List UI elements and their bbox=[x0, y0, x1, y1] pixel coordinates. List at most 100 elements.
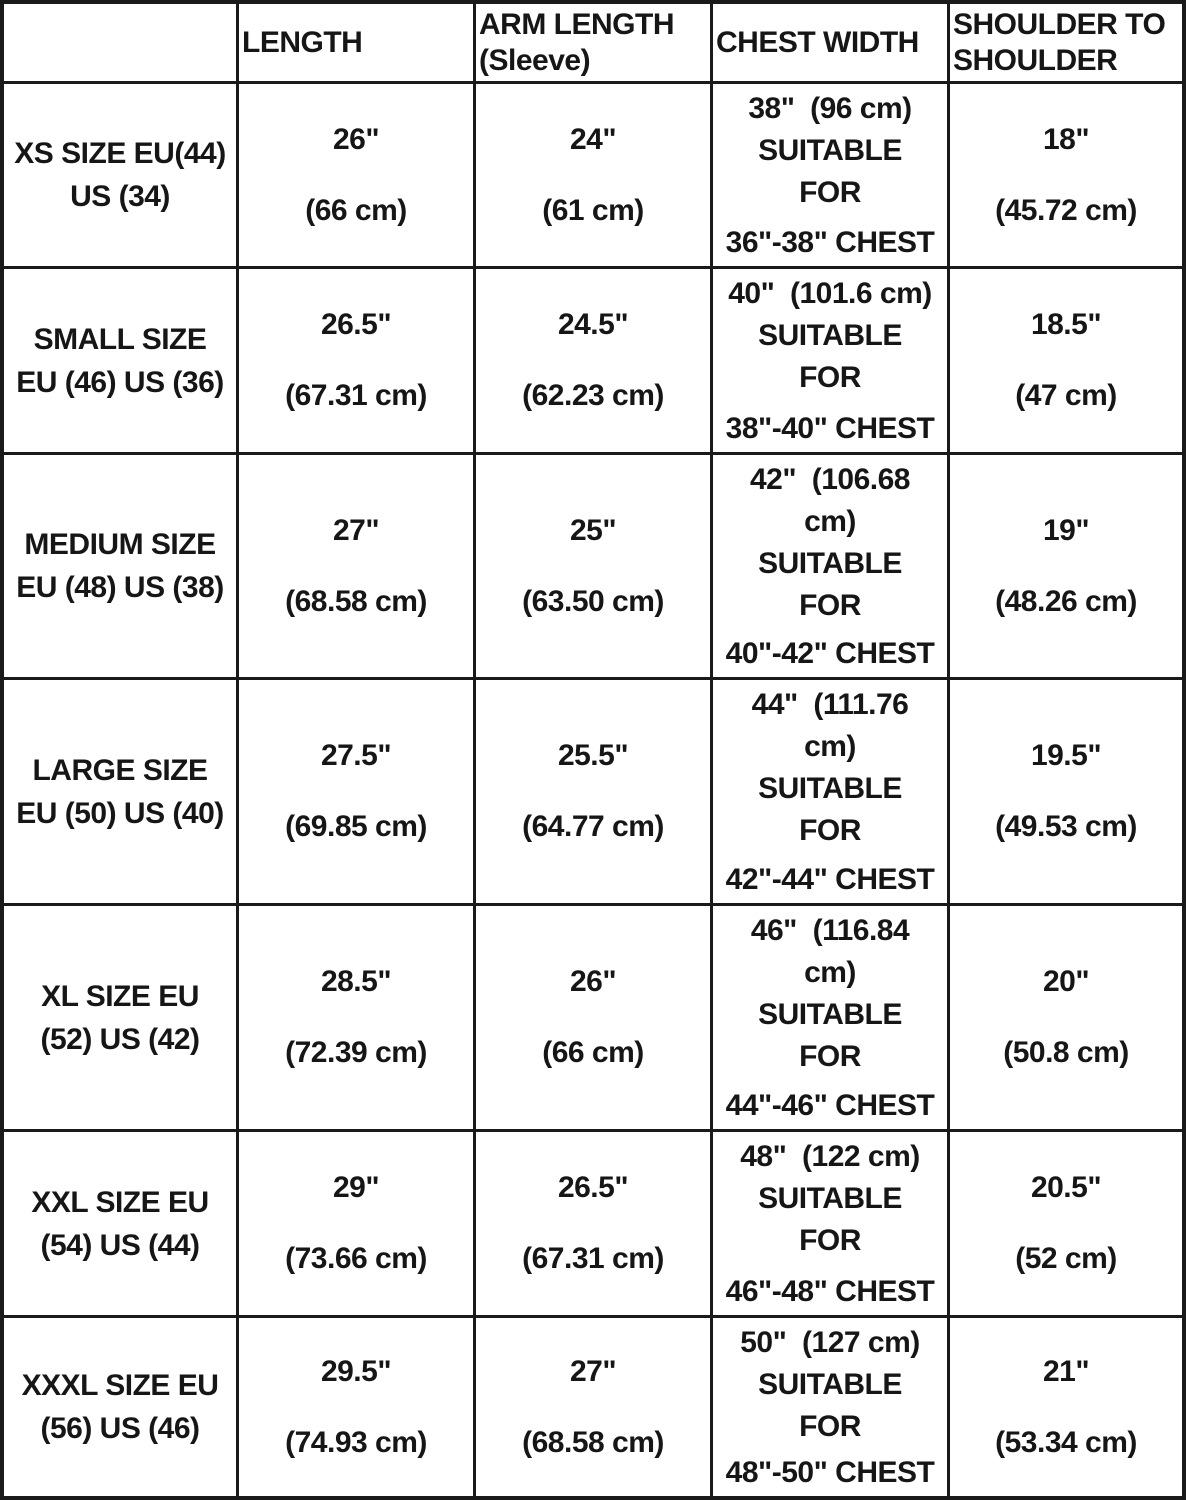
row-xxxl-size-cell: XXXL SIZE EU (56) US (46) bbox=[4, 1318, 236, 1496]
row-xl-chest-cell: 46" (116.84 cm) SUITABLE FOR 44"-46" CHE… bbox=[713, 906, 947, 1129]
length-cm: (69.85 cm) bbox=[285, 810, 427, 843]
row-xs-arm-cell: 24" (61 cm) bbox=[476, 84, 710, 266]
row-small-arm-cell: 24.5" (62.23 cm) bbox=[476, 269, 710, 452]
arm-inches: 25" bbox=[569, 513, 617, 547]
row-xs-size-cell: XS SIZE EU(44) US (34) bbox=[4, 84, 236, 266]
chest-measurement: 50" (127 cm) SUITABLE FOR bbox=[740, 1326, 920, 1443]
shoulder-inches: 21" bbox=[1042, 1354, 1090, 1388]
size-label: SMALL SIZE EU (46) US (36) bbox=[16, 322, 224, 399]
chest-range: 38"-40" CHEST bbox=[725, 412, 935, 445]
length-cm: (66 cm) bbox=[305, 193, 407, 227]
row-xxl-size-cell: XXL SIZE EU (54) US (44) bbox=[4, 1132, 236, 1315]
row-xxxl-length-cell: 29.5" (74.93 cm) bbox=[239, 1318, 473, 1496]
arm-cm: (62.23 cm) bbox=[522, 379, 664, 412]
row-xl-arm-cell: 26" (66 cm) bbox=[476, 906, 710, 1129]
shoulder-inches: 18" bbox=[1042, 122, 1090, 156]
chest-range: 48"-50" CHEST bbox=[725, 1456, 935, 1489]
size-label: MEDIUM SIZE EU (48) US (38) bbox=[16, 528, 224, 604]
row-xxl-shoulder-cell: 20.5" (52 cm) bbox=[950, 1132, 1182, 1315]
length-inches: 26.5" bbox=[320, 308, 392, 341]
row-xs-length-cell: 26" (66 cm) bbox=[239, 84, 473, 266]
row-xl-length-cell: 28.5" (72.39 cm) bbox=[239, 906, 473, 1129]
row-xxxl-arm-cell: 27" (68.58 cm) bbox=[476, 1318, 710, 1496]
row-xl-shoulder-cell: 20" (50.8 cm) bbox=[950, 906, 1182, 1129]
header-shoulder-cell: SHOULDER TO SHOULDER bbox=[950, 4, 1182, 81]
shoulder-inches: 18.5" bbox=[1030, 308, 1102, 341]
chest-measurement: 42" (106.68 cm) SUITABLE FOR bbox=[749, 463, 911, 622]
chest-range: 44"-46" CHEST bbox=[725, 1089, 935, 1122]
header-length-label: LENGTH bbox=[242, 25, 363, 59]
row-xxl-chest-cell: 48" (122 cm) SUITABLE FOR 46"-48" CHEST bbox=[713, 1132, 947, 1315]
header-arm-length-cell: ARM LENGTH (Sleeve) bbox=[476, 4, 710, 81]
size-label: XS SIZE EU(44) US (34) bbox=[14, 137, 226, 213]
header-corner-cell bbox=[4, 4, 236, 81]
row-large-shoulder-cell: 19.5" (49.53 cm) bbox=[950, 680, 1182, 903]
header-chest-width-cell: CHEST WIDTH bbox=[713, 4, 947, 81]
length-inches: 27" bbox=[332, 513, 380, 547]
chest-measurement: 44" (111.76 cm) SUITABLE FOR bbox=[751, 688, 909, 847]
row-large-size-cell: LARGE SIZE EU (50) US (40) bbox=[4, 680, 236, 903]
header-chest-width-label: CHEST WIDTH bbox=[716, 25, 919, 59]
chest-measurement: 40" (101.6 cm) SUITABLE FOR bbox=[728, 277, 932, 394]
row-large-chest-cell: 44" (111.76 cm) SUITABLE FOR 42"-44" CHE… bbox=[713, 680, 947, 903]
length-inches: 29" bbox=[332, 1171, 380, 1204]
row-medium-size-cell: MEDIUM SIZE EU (48) US (38) bbox=[4, 455, 236, 677]
chest-measurement: 38" (96 cm) SUITABLE FOR bbox=[748, 92, 912, 209]
shoulder-inches: 19.5" bbox=[1030, 739, 1102, 772]
arm-cm: (66 cm) bbox=[542, 1036, 644, 1069]
shoulder-inches: 20.5" bbox=[1030, 1171, 1102, 1204]
size-label: XXL SIZE EU (54) US (44) bbox=[31, 1185, 209, 1262]
shoulder-cm: (53.34 cm) bbox=[995, 1425, 1137, 1459]
row-xxxl-shoulder-cell: 21" (53.34 cm) bbox=[950, 1318, 1182, 1496]
length-inches: 29.5" bbox=[320, 1354, 392, 1388]
header-shoulder-label: SHOULDER TO SHOULDER bbox=[953, 7, 1166, 77]
chest-range: 46"-48" CHEST bbox=[725, 1275, 935, 1308]
arm-inches: 24.5" bbox=[557, 308, 629, 341]
length-cm: (67.31 cm) bbox=[285, 379, 427, 412]
row-small-shoulder-cell: 18.5" (47 cm) bbox=[950, 269, 1182, 452]
row-medium-chest-cell: 42" (106.68 cm) SUITABLE FOR 40"-42" CHE… bbox=[713, 455, 947, 677]
size-label: XL SIZE EU (52) US (42) bbox=[40, 979, 200, 1056]
length-cm: (73.66 cm) bbox=[285, 1242, 427, 1275]
row-small-chest-cell: 40" (101.6 cm) SUITABLE FOR 38"-40" CHES… bbox=[713, 269, 947, 452]
chest-measurement: 48" (122 cm) SUITABLE FOR bbox=[740, 1140, 920, 1257]
row-xxxl-chest-cell: 50" (127 cm) SUITABLE FOR 48"-50" CHEST bbox=[713, 1318, 947, 1496]
row-xl-size-cell: XL SIZE EU (52) US (42) bbox=[4, 906, 236, 1129]
shoulder-cm: (47 cm) bbox=[1015, 379, 1117, 412]
arm-inches: 25.5" bbox=[557, 739, 629, 772]
arm-inches: 24" bbox=[569, 122, 617, 156]
row-small-size-cell: SMALL SIZE EU (46) US (36) bbox=[4, 269, 236, 452]
arm-cm: (68.58 cm) bbox=[522, 1425, 664, 1459]
length-cm: (72.39 cm) bbox=[285, 1036, 427, 1069]
shoulder-inches: 19" bbox=[1042, 513, 1090, 547]
arm-cm: (64.77 cm) bbox=[522, 810, 664, 843]
chest-range: 40"-42" CHEST bbox=[725, 637, 935, 670]
size-label: LARGE SIZE EU (50) US (40) bbox=[16, 753, 224, 830]
row-medium-shoulder-cell: 19" (48.26 cm) bbox=[950, 455, 1182, 677]
size-label: XXXL SIZE EU (56) US (46) bbox=[21, 1369, 219, 1445]
length-inches: 26" bbox=[332, 122, 380, 156]
shoulder-cm: (49.53 cm) bbox=[995, 810, 1137, 843]
row-xs-chest-cell: 38" (96 cm) SUITABLE FOR 36"-38" CHEST bbox=[713, 84, 947, 266]
length-inches: 27.5" bbox=[320, 739, 392, 772]
shoulder-cm: (48.26 cm) bbox=[995, 584, 1137, 618]
length-cm: (68.58 cm) bbox=[285, 584, 427, 618]
chest-measurement: 46" (116.84 cm) SUITABLE FOR bbox=[750, 914, 910, 1073]
arm-inches: 26" bbox=[569, 965, 617, 998]
row-small-length-cell: 26.5" (67.31 cm) bbox=[239, 269, 473, 452]
row-medium-arm-cell: 25" (63.50 cm) bbox=[476, 455, 710, 677]
row-medium-length-cell: 27" (68.58 cm) bbox=[239, 455, 473, 677]
row-large-arm-cell: 25.5" (64.77 cm) bbox=[476, 680, 710, 903]
row-xs-shoulder-cell: 18" (45.72 cm) bbox=[950, 84, 1182, 266]
chest-range: 42"-44" CHEST bbox=[725, 863, 935, 896]
row-large-length-cell: 27.5" (69.85 cm) bbox=[239, 680, 473, 903]
shoulder-cm: (50.8 cm) bbox=[1003, 1036, 1129, 1069]
shoulder-inches: 20" bbox=[1042, 965, 1090, 998]
arm-cm: (61 cm) bbox=[542, 193, 644, 227]
length-cm: (74.93 cm) bbox=[285, 1425, 427, 1459]
length-inches: 28.5" bbox=[320, 965, 392, 998]
row-xxl-length-cell: 29" (73.66 cm) bbox=[239, 1132, 473, 1315]
arm-cm: (67.31 cm) bbox=[522, 1242, 664, 1275]
shoulder-cm: (45.72 cm) bbox=[995, 193, 1137, 227]
